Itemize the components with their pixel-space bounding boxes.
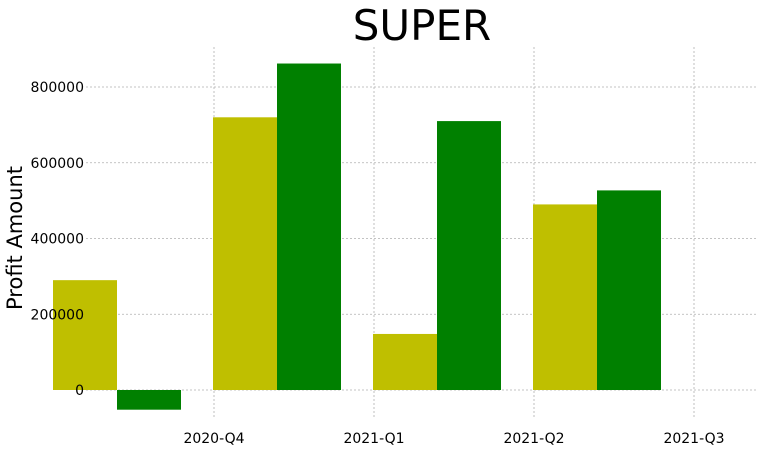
- x-tick-label: 2021-Q1: [343, 431, 404, 447]
- x-tick-label: 2020-Q4: [183, 431, 244, 447]
- y-tick-label: 800000: [31, 80, 84, 96]
- bar-2020-q4-series-2: [117, 390, 181, 410]
- y-axis-label: Profit Amount: [3, 166, 27, 310]
- chart-title: SUPER: [353, 1, 491, 50]
- y-tick-labels: 0 200000 400000 600000 800000: [31, 80, 84, 399]
- bar-2021-q1-series-1: [213, 117, 277, 391]
- x-tick-labels: 2020-Q4 2021-Q1 2021-Q2 2021-Q3: [183, 431, 724, 447]
- bar-2021-q3-series-2: [597, 190, 661, 390]
- y-tick-label: 200000: [31, 307, 84, 323]
- bar-2021-q2-series-1: [373, 333, 437, 390]
- bar-2021-q3-series-1: [533, 204, 597, 390]
- bar-2021-q2-series-2: [437, 121, 501, 391]
- y-tick-label: 600000: [31, 156, 84, 172]
- bar-2021-q1-series-2: [277, 63, 341, 391]
- y-tick-label: 400000: [31, 232, 84, 248]
- x-tick-label: 2021-Q3: [663, 431, 724, 447]
- bar-2020-q4-series-1: [53, 280, 117, 390]
- bars: [53, 63, 661, 410]
- x-tick-label: 2021-Q2: [503, 431, 564, 447]
- y-tick-label: 0: [75, 383, 84, 399]
